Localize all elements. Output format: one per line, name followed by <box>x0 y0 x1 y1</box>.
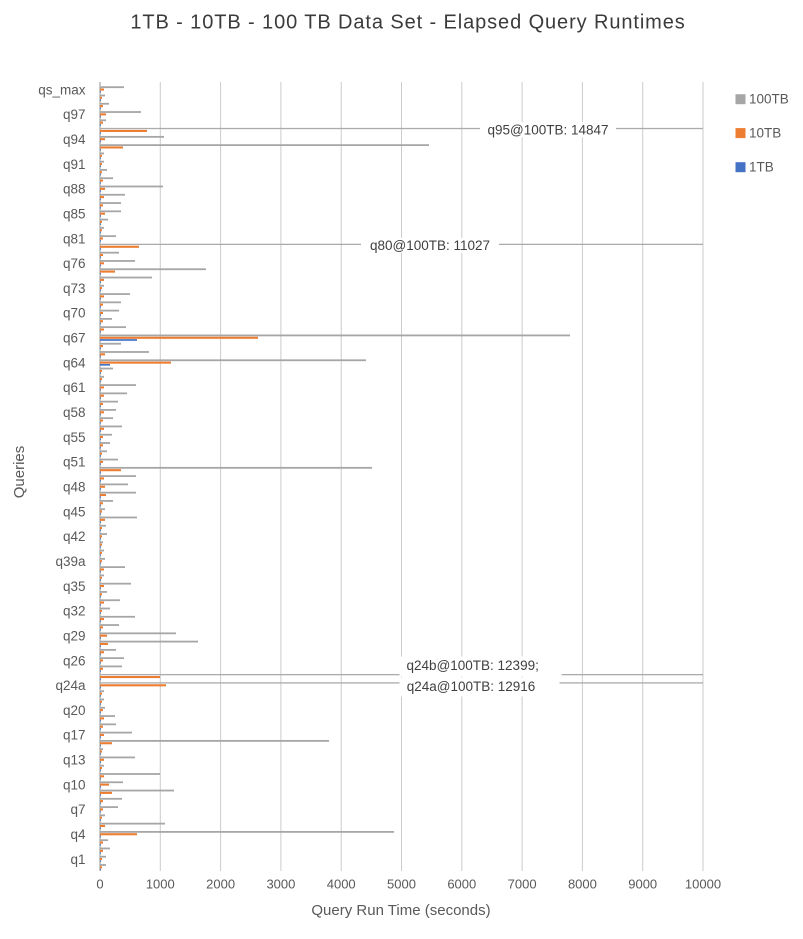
svg-text:4000: 4000 <box>327 877 356 892</box>
svg-text:q58: q58 <box>63 405 86 420</box>
svg-text:8000: 8000 <box>568 877 597 892</box>
svg-text:q24a@100TB: 12916: q24a@100TB: 12916 <box>407 679 536 694</box>
svg-text:q26: q26 <box>63 653 86 668</box>
svg-text:q95@100TB: 14847: q95@100TB: 14847 <box>487 123 608 138</box>
svg-text:q55: q55 <box>63 430 86 445</box>
svg-text:3000: 3000 <box>266 877 295 892</box>
svg-text:q97: q97 <box>63 107 86 122</box>
svg-text:q42: q42 <box>63 529 86 544</box>
svg-text:q24a: q24a <box>55 678 86 693</box>
svg-text:q76: q76 <box>63 256 86 271</box>
svg-text:q85: q85 <box>63 206 86 221</box>
svg-text:q61: q61 <box>63 380 86 395</box>
svg-text:10TB: 10TB <box>749 126 781 141</box>
svg-text:0: 0 <box>96 877 103 892</box>
svg-text:q45: q45 <box>63 504 86 519</box>
svg-text:q51: q51 <box>63 455 86 470</box>
svg-text:7000: 7000 <box>508 877 537 892</box>
svg-text:5000: 5000 <box>387 877 416 892</box>
svg-text:q73: q73 <box>63 281 86 296</box>
svg-text:1TB - 10TB - 100 TB Data Set -: 1TB - 10TB - 100 TB Data Set - Elapsed Q… <box>130 12 685 34</box>
svg-text:q7: q7 <box>70 802 85 817</box>
svg-text:q20: q20 <box>63 703 86 718</box>
svg-text:q4: q4 <box>70 827 86 842</box>
svg-text:10000: 10000 <box>685 877 721 892</box>
svg-text:q48: q48 <box>63 480 86 495</box>
svg-text:q94: q94 <box>63 132 86 147</box>
svg-text:q13: q13 <box>63 753 86 768</box>
svg-text:q35: q35 <box>63 579 86 594</box>
svg-text:q80@100TB: 11027: q80@100TB: 11027 <box>370 238 490 253</box>
svg-text:q39a: q39a <box>55 554 86 569</box>
svg-text:q70: q70 <box>63 306 86 321</box>
svg-text:Query Run Time (seconds): Query Run Time (seconds) <box>311 902 490 919</box>
svg-text:q1: q1 <box>70 852 85 867</box>
svg-text:q88: q88 <box>63 182 86 197</box>
svg-text:6000: 6000 <box>447 877 476 892</box>
svg-text:2000: 2000 <box>206 877 235 892</box>
svg-text:1TB: 1TB <box>749 160 774 175</box>
svg-text:1000: 1000 <box>146 877 175 892</box>
svg-text:100TB: 100TB <box>749 92 789 107</box>
svg-text:Queries: Queries <box>11 446 28 499</box>
svg-text:q64: q64 <box>63 355 86 370</box>
svg-text:qs_max: qs_max <box>38 82 86 97</box>
svg-text:9000: 9000 <box>628 877 657 892</box>
svg-text:q24b@100TB: 12399;: q24b@100TB: 12399; <box>407 658 539 673</box>
svg-text:q10: q10 <box>63 777 86 792</box>
svg-text:q29: q29 <box>63 628 86 643</box>
svg-text:q91: q91 <box>63 157 86 172</box>
svg-text:q67: q67 <box>63 331 86 346</box>
svg-text:q17: q17 <box>63 728 86 743</box>
svg-text:q32: q32 <box>63 604 86 619</box>
svg-text:q81: q81 <box>63 231 86 246</box>
